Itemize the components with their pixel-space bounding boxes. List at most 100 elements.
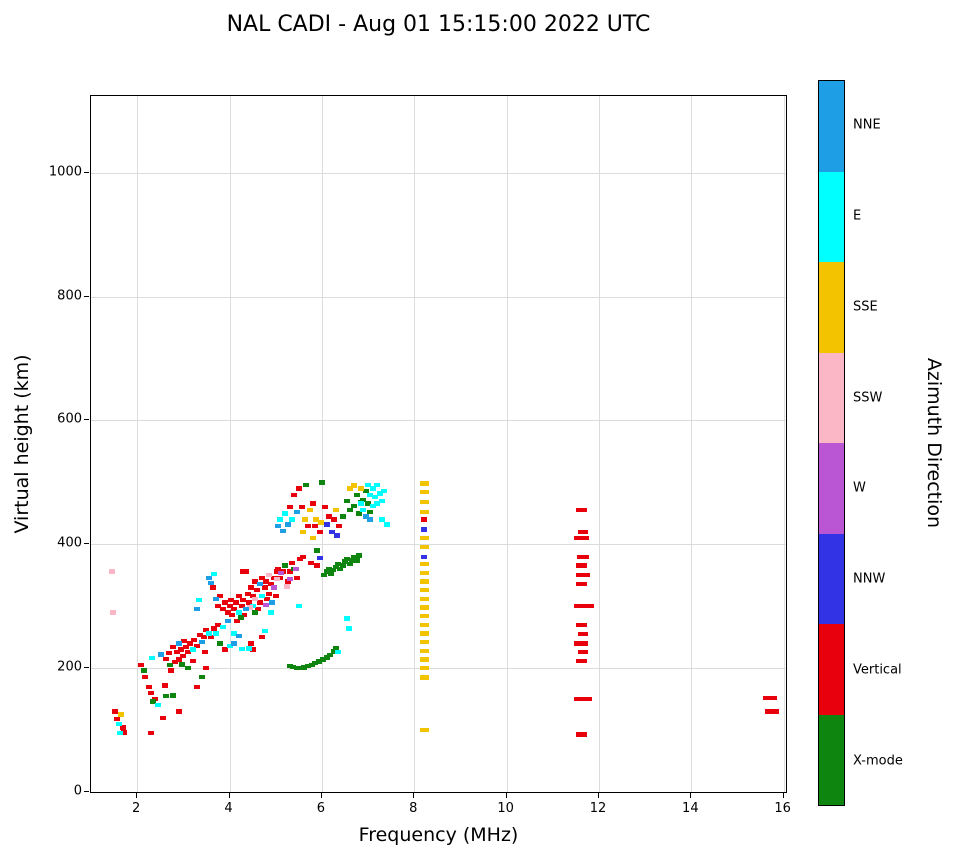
data-point-nne [367,517,374,522]
data-point-vertical [238,604,245,609]
x-tick-label: 10 [497,801,514,816]
colorbar-title: Azimuth Direction [923,357,945,529]
data-point-vertical [245,591,251,596]
data-point-vertical [186,641,193,646]
data-point-vertical [220,606,227,611]
data-point-e [212,631,219,636]
data-point-e [245,646,252,651]
data-point-vertical [312,523,319,528]
gridline-vertical [691,96,693,792]
data-point-e [381,488,388,494]
data-point-sse [419,727,430,733]
data-point-x-mode [178,662,185,667]
colorbar-segment-ssw [819,352,844,443]
gridline-vertical [506,96,508,792]
data-point-x-mode [321,573,328,578]
data-point-sse [419,596,430,601]
data-point-vertical [245,600,252,605]
data-point-vertical [254,587,261,593]
data-point-x-mode [330,649,337,654]
data-point-x-mode [360,497,367,502]
data-point-vertical [765,709,780,714]
data-point-nne [284,522,291,527]
data-point-vertical [162,656,169,662]
data-point-vertical [229,612,236,618]
colorbar-label-vertical: Vertical [853,662,902,678]
data-point-x-mode [339,514,346,519]
data-point-vertical [142,674,149,679]
x-tick-mark [228,793,230,798]
gridline-vertical [414,96,416,792]
data-point-vertical [263,579,270,584]
data-point-x-mode [217,641,224,646]
data-point-vertical [574,604,594,609]
x-tick-label: 14 [682,801,699,816]
y-tick-label: 400 [57,535,82,551]
data-point-x-mode [335,561,342,567]
data-point-vertical [247,641,254,646]
data-point-ssw [252,596,259,601]
data-point-x-mode [290,664,297,670]
data-point-e [116,731,123,736]
data-point-vertical [268,581,275,587]
y-tick-label: 600 [57,411,82,427]
y-tick-mark [84,171,89,173]
x-tick-mark [413,793,415,798]
data-point-vertical [286,504,293,510]
data-point-x-mode [314,548,321,553]
colorbar-segment-w [819,443,844,534]
colorbar-label-e: E [853,208,862,224]
data-point-vertical [194,643,201,649]
data-point-e [226,643,233,649]
data-point-vertical [243,569,250,574]
data-point-sse [419,639,430,645]
data-point-ssw [273,576,280,582]
data-point-vertical [200,635,207,640]
data-point-sse [419,481,430,486]
gridline-horizontal [91,172,786,174]
data-point-x-mode [167,662,174,668]
colorbar-segment-x-mode [819,714,844,805]
data-point-e [369,486,376,491]
data-point-x-mode [332,565,339,570]
data-point-ssw [283,584,290,589]
colorbar-label-ssw: SSW [853,390,883,406]
data-point-sse [118,712,125,717]
data-point-vertical [275,566,282,572]
data-point-sse [358,486,365,491]
y-axis-label: Virtual height (km) [11,354,33,534]
data-point-vertical [574,641,589,646]
data-point-e [376,491,383,496]
data-point-e [374,482,381,488]
data-point-sse [419,675,430,680]
data-point-vertical [184,649,191,655]
data-point-vertical [224,610,231,615]
chart-title: NAL CADI - Aug 01 15:15:00 2022 UTC [226,12,651,37]
data-point-ssw [246,605,253,610]
data-point-e [383,522,390,527]
data-point-vertical [113,716,120,722]
data-point-sse [419,500,430,505]
data-point-sse [419,657,430,662]
gridline-horizontal [91,296,786,298]
colorbar-label-sse: SSE [853,299,878,315]
x-tick-mark [690,793,692,798]
colorbar-segment-vertical [819,624,844,715]
data-point-x-mode [140,668,147,673]
data-point-vertical [258,575,265,580]
data-point-vertical [291,492,298,497]
y-tick-mark [84,667,89,669]
data-point-vertical [209,585,216,590]
data-point-nne [208,580,215,585]
data-point-e [281,511,288,516]
data-point-vertical [151,696,158,702]
data-point-sse [419,561,430,567]
data-point-x-mode [351,554,358,559]
data-point-nne [198,639,205,645]
data-point-vertical [146,684,153,689]
data-point-x-mode [319,657,326,662]
data-point-x-mode [237,615,244,620]
data-point-vertical [293,575,300,580]
data-point-nne [212,596,219,601]
data-point-vertical [231,606,238,611]
